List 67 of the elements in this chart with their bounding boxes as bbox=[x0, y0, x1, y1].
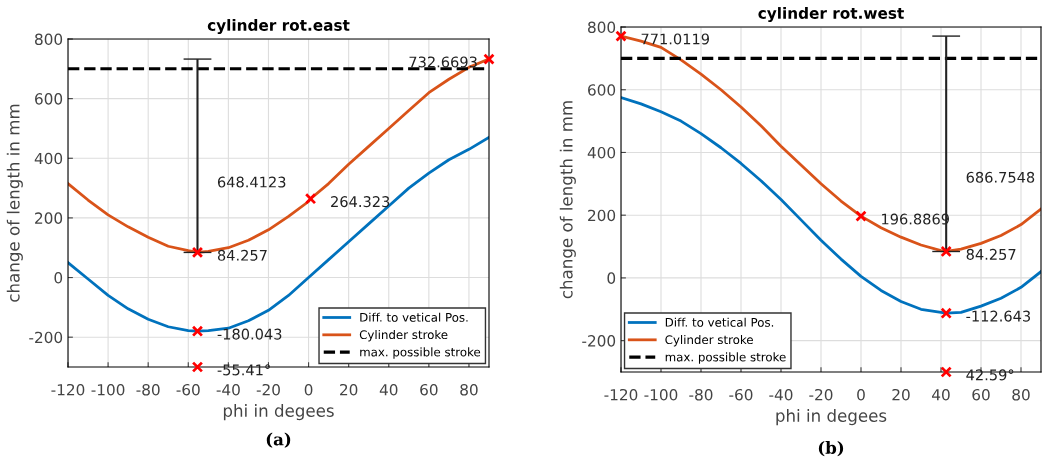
x-tick-label: 60 bbox=[420, 383, 438, 396]
point bbox=[940, 366, 952, 378]
legend-label: max. possible stroke bbox=[665, 352, 786, 364]
y-tick-label: 0 bbox=[54, 272, 63, 284]
point bbox=[191, 246, 204, 259]
x-tick-label: 20 bbox=[892, 388, 910, 401]
x-tick-label: -100 bbox=[91, 383, 125, 396]
annotation: 732.6693 bbox=[409, 56, 477, 68]
point bbox=[940, 307, 952, 320]
annotation: 84.257 bbox=[966, 248, 1016, 260]
y-tick-label: 400 bbox=[34, 152, 63, 165]
y-tick-label: 600 bbox=[588, 84, 616, 96]
annotation: 264.323 bbox=[331, 196, 390, 208]
annotation: 84.257 bbox=[217, 249, 267, 261]
y-tick-label: 200 bbox=[588, 209, 616, 222]
point bbox=[940, 245, 952, 258]
x-tick-label: 40 bbox=[932, 388, 950, 401]
annotation: 686.7548 bbox=[966, 171, 1035, 183]
annotation: -112.643 bbox=[966, 310, 1031, 322]
y-tick-label: 200 bbox=[35, 212, 63, 224]
y-axis-title: change of length in mm bbox=[6, 104, 23, 302]
chart-title: cylinder rot.west bbox=[758, 7, 904, 22]
point bbox=[304, 192, 317, 205]
x-axis-title: phi in degees bbox=[223, 404, 334, 421]
x-tick-label: -120 bbox=[604, 388, 638, 401]
text: (a) bbox=[266, 432, 291, 448]
y-tick-label: 400 bbox=[587, 146, 616, 159]
x-tick-label: -60 bbox=[176, 383, 200, 396]
y-tick-label: -200 bbox=[29, 331, 63, 344]
y-tick-label: 600 bbox=[35, 93, 63, 105]
y-tick-label: -200 bbox=[582, 335, 616, 347]
point bbox=[191, 361, 204, 373]
x-tick-label: 40 bbox=[379, 383, 398, 396]
x-tick-label: 80 bbox=[460, 383, 478, 396]
legend-label: Cylinder stroke bbox=[665, 334, 753, 347]
x-tick-label: -60 bbox=[729, 388, 753, 401]
annotation: 771.0119 bbox=[641, 33, 709, 45]
y-tick-label: 800 bbox=[35, 33, 63, 46]
x-tick-label: 20 bbox=[340, 383, 358, 396]
y-axis-title: change of length in mm bbox=[559, 101, 576, 299]
x-tick-label: -20 bbox=[256, 383, 280, 396]
x-tick-label: -80 bbox=[689, 388, 713, 401]
legend-label: Diff. to vetical Pos. bbox=[360, 312, 468, 322]
point bbox=[855, 210, 867, 222]
annotation: -180.043 bbox=[217, 328, 282, 340]
point bbox=[191, 325, 204, 338]
chart-title: cylinder rot.east bbox=[207, 19, 350, 34]
y-tick-label: 0 bbox=[607, 272, 616, 284]
annotation: 648.4123 bbox=[217, 176, 286, 188]
x-tick-label: -100 bbox=[644, 388, 678, 401]
point bbox=[483, 53, 495, 65]
legend-label: max. possible stroke bbox=[360, 347, 481, 359]
x-axis-title: phi in degees bbox=[776, 409, 887, 426]
point bbox=[615, 30, 627, 42]
x-tick-label: -40 bbox=[769, 388, 793, 401]
x-tick-label: -120 bbox=[51, 383, 85, 396]
x-tick-label: 80 bbox=[1012, 388, 1030, 401]
x-tick-label: 0 bbox=[304, 383, 313, 396]
y-tick-label: 800 bbox=[588, 21, 616, 34]
x-tick-label: 60 bbox=[972, 388, 990, 401]
text: (b) bbox=[818, 441, 844, 457]
x-tick-label: -80 bbox=[136, 383, 160, 396]
x-tick-label: -40 bbox=[216, 383, 240, 396]
legend-label: Cylinder stroke bbox=[359, 329, 448, 342]
x-tick-label: -20 bbox=[809, 388, 833, 401]
x-tick-label: 0 bbox=[857, 388, 865, 401]
legend-label: Diff. to vetical Pos. bbox=[665, 317, 774, 327]
